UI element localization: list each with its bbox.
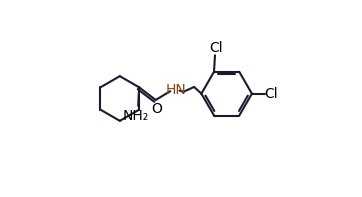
Text: Cl: Cl [209,41,223,55]
Text: NH₂: NH₂ [123,110,150,124]
Text: Cl: Cl [264,87,278,101]
Text: O: O [152,102,163,116]
Text: HN: HN [165,83,186,97]
